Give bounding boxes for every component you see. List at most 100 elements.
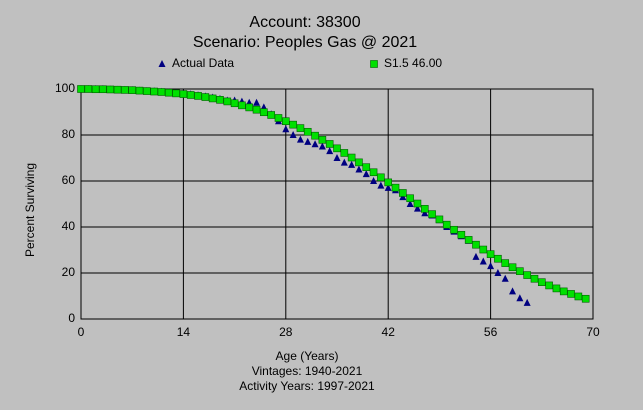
square-marker — [121, 86, 129, 94]
square-marker — [581, 294, 590, 303]
y-tick-label: 40 — [62, 219, 76, 233]
square-marker — [486, 250, 495, 258]
triangle-marker — [304, 137, 312, 145]
triangle-marker — [340, 158, 348, 166]
square-marker — [318, 136, 327, 144]
square-marker — [150, 87, 158, 96]
square-marker — [230, 99, 239, 108]
triangle-marker — [348, 160, 356, 168]
square-marker — [106, 85, 115, 94]
triangle-marker — [413, 204, 421, 212]
square-marker — [113, 85, 122, 94]
square-marker — [260, 108, 268, 117]
square-marker — [479, 245, 488, 254]
square-marker — [457, 231, 466, 239]
y-tick-label: 80 — [62, 127, 76, 141]
x-tick-label: 70 — [586, 325, 600, 339]
square-marker — [289, 120, 297, 129]
x-tick-label: 14 — [177, 325, 191, 339]
square-marker — [311, 131, 319, 140]
square-marker — [530, 274, 539, 283]
square-marker — [223, 97, 232, 106]
y-axis-label: Percent Surviving — [23, 163, 37, 257]
square-marker — [428, 210, 436, 218]
square-marker — [574, 292, 583, 301]
square-marker — [164, 88, 173, 97]
triangle-marker — [501, 274, 509, 282]
square-marker — [77, 85, 85, 93]
square-marker — [391, 183, 400, 192]
square-marker — [362, 163, 371, 171]
triangle-marker — [158, 60, 166, 67]
legend-label: Actual Data — [172, 56, 234, 70]
square-marker — [494, 254, 502, 263]
square-marker — [84, 85, 93, 93]
square-marker — [208, 94, 217, 103]
square-marker — [340, 149, 349, 157]
square-marker — [355, 158, 363, 167]
triangle-marker — [406, 200, 414, 207]
y-tick-label: 100 — [55, 81, 75, 95]
y-tick-label: 60 — [62, 173, 76, 187]
square-marker — [296, 124, 305, 132]
triangle-marker — [479, 257, 487, 265]
square-marker — [384, 178, 393, 187]
square-marker — [406, 194, 414, 203]
note: Vintages: 1940-2021 — [252, 364, 363, 378]
triangle-marker — [523, 298, 531, 306]
triangle-marker — [333, 154, 341, 161]
square-marker — [552, 284, 561, 293]
square-marker — [179, 90, 188, 98]
square-marker — [442, 220, 451, 229]
square-marker — [216, 96, 224, 104]
square-marker — [450, 225, 458, 234]
triangle-marker — [370, 177, 378, 184]
square-marker — [135, 86, 144, 95]
chart-title: Account: 38300 — [249, 14, 360, 31]
square-marker — [194, 92, 202, 100]
legend-label: S1.5 46.00 — [384, 56, 442, 70]
square-marker — [281, 117, 290, 125]
square-marker — [501, 259, 510, 267]
triangle-marker — [362, 170, 370, 178]
square-marker — [267, 111, 275, 119]
square-marker — [472, 240, 480, 249]
square-marker — [325, 140, 334, 148]
square-marker — [252, 105, 261, 114]
x-axis-label: Age (Years) — [276, 349, 339, 363]
triangle-marker — [487, 262, 495, 270]
square-marker — [303, 127, 312, 136]
triangle-marker — [318, 142, 326, 150]
square-marker — [143, 87, 151, 95]
square-marker — [186, 91, 195, 99]
square-marker — [128, 86, 136, 94]
triangle-marker — [296, 135, 304, 143]
triangle-marker — [253, 98, 261, 106]
square-marker — [523, 271, 531, 279]
square-marker — [245, 103, 254, 112]
square-marker — [537, 278, 546, 287]
y-tick-label: 20 — [62, 265, 76, 279]
y-tick-label: 0 — [68, 311, 75, 325]
triangle-marker — [326, 147, 334, 155]
x-tick-label: 56 — [484, 325, 498, 339]
x-tick-label: 42 — [382, 325, 396, 339]
triangle-marker — [421, 209, 429, 217]
chart-subtitle: Scenario: Peoples Gas @ 2021 — [193, 34, 417, 51]
square-marker — [420, 205, 429, 213]
square-marker — [274, 114, 283, 122]
x-tick-label: 28 — [279, 325, 293, 339]
square-marker — [99, 85, 107, 94]
x-tick-label: 0 — [78, 325, 85, 339]
triangle-marker — [311, 140, 319, 148]
square-marker — [347, 153, 356, 162]
square-marker — [508, 263, 517, 272]
square-marker — [201, 93, 210, 101]
square-marker — [559, 287, 568, 296]
triangle-marker — [282, 125, 290, 133]
triangle-marker — [472, 252, 480, 260]
square-marker — [545, 281, 553, 290]
triangle-marker — [289, 131, 297, 138]
